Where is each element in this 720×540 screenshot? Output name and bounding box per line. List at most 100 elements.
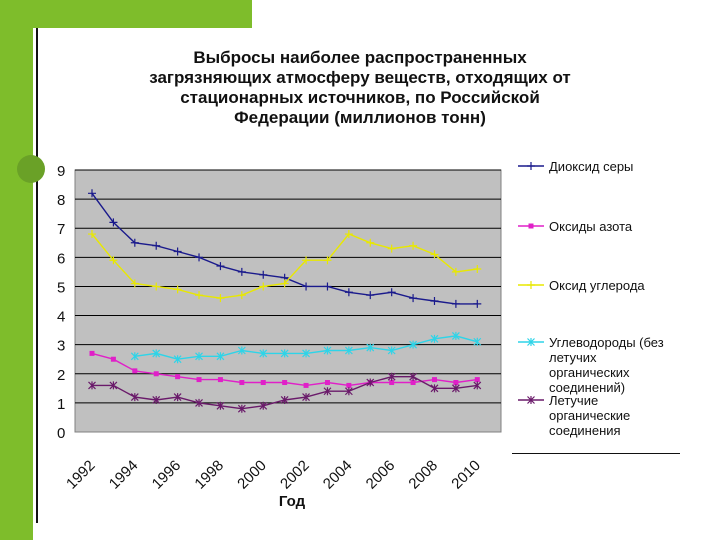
data-point [260,380,266,386]
data-point [430,384,439,393]
data-point [259,270,268,279]
decor-green-left-bar [0,0,33,540]
y-tick-label: 3 [57,338,65,355]
data-point [130,352,139,361]
data-point [88,189,96,198]
decor-circle-icon [17,155,45,183]
data-point [237,346,246,355]
data-point [302,282,311,291]
data-point [302,256,311,265]
data-point [216,262,225,271]
data-point [259,282,268,291]
data-point [237,291,246,300]
data-point [303,382,309,388]
data-point [409,340,418,349]
y-tick-label: 8 [57,192,65,209]
y-tick-label: 7 [57,221,65,238]
legend-label: соединений) [549,380,625,395]
y-tick-label: 2 [57,367,65,384]
data-point [389,380,395,386]
data-point [387,244,396,253]
y-tick-label: 0 [57,425,65,442]
data-point [109,218,118,227]
data-point [110,356,116,362]
data-point [195,398,203,407]
chart-title-line: загрязняющих атмосферу веществ, отходящи… [149,68,571,87]
data-point [173,285,182,294]
data-point [173,247,182,256]
data-point [89,350,95,356]
y-tick-label: 1 [57,396,65,413]
data-point [430,334,439,343]
decor-vertical-rule [36,28,38,523]
data-point [302,393,310,402]
data-point [132,368,138,374]
data-point [451,384,460,393]
data-point [216,401,225,410]
data-point [527,396,535,404]
chart-title: Выбросы наиболее распространенных загряз… [90,48,630,128]
data-point [239,380,245,386]
data-point [430,297,439,305]
data-point [409,372,418,381]
data-point [196,377,202,383]
data-point [259,349,268,358]
data-point [282,380,288,386]
data-point [430,250,439,259]
x-tick-label: 2006 [363,457,399,493]
data-point [451,331,460,340]
data-point [324,380,330,386]
x-tick-label: 2000 [234,457,270,493]
data-point [152,349,161,358]
data-point [109,381,118,390]
x-tick-label: 2004 [320,457,356,493]
data-point [431,377,437,383]
data-point [216,352,225,361]
data-point [387,346,396,355]
data-point [527,338,535,346]
data-point [387,288,396,297]
data-point [109,256,118,265]
data-point [323,256,332,265]
legend-bottom-rule [512,453,680,454]
data-point [173,393,182,402]
data-point [410,380,416,386]
data-point [152,282,161,291]
data-point [216,294,225,303]
data-point [344,288,353,297]
legend-label: Оксид углерода [549,278,645,293]
data-point [88,230,96,239]
data-point [527,162,535,170]
data-point [88,381,96,390]
chart-title-line: Выбросы наиболее распространенных [193,48,527,67]
data-point [152,395,161,404]
data-point [195,291,204,300]
x-tick-label: 1996 [149,457,185,493]
data-point [344,346,353,355]
legend-label: Диоксид серы [549,159,633,174]
chart-title-line: стационарных источников, по Российской [180,88,540,107]
data-point [366,378,375,387]
data-point [280,279,289,288]
x-tick-label: 2008 [405,457,441,493]
data-point [195,352,203,361]
data-point [473,299,482,308]
data-point [346,382,352,388]
data-point [453,380,459,386]
x-tick-label: 2010 [448,457,484,493]
data-point [528,223,534,229]
data-point [451,299,460,308]
data-point [451,267,460,276]
y-tick-label: 6 [57,250,65,267]
legend-label: Углеводороды (без [549,335,664,350]
data-point [130,393,139,402]
data-point [280,395,289,404]
data-point [323,282,332,291]
data-point [366,238,375,247]
legend-label: органических [549,365,630,380]
data-point [237,267,246,276]
data-point [153,371,159,377]
chart-title-line: Федерации (миллионов тонн) [234,108,486,127]
data-point [152,241,161,250]
